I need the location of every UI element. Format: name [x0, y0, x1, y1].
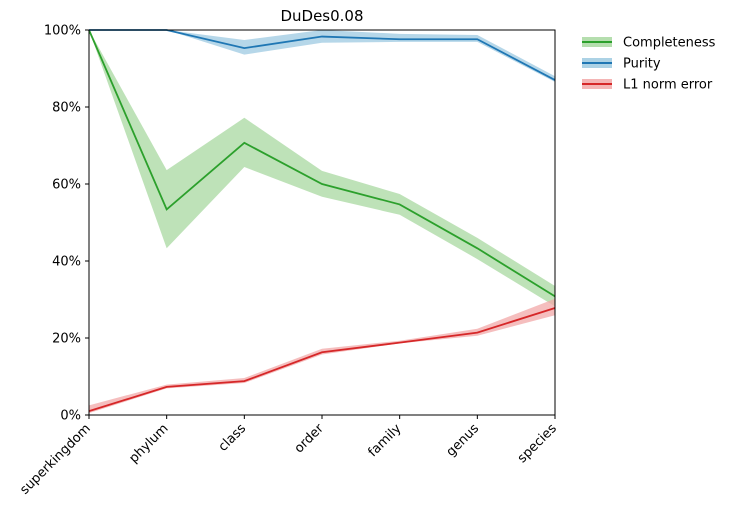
legend: Completeness Purity L1 norm error — [582, 36, 716, 93]
l1-norm-error-line — [88, 307, 556, 413]
legend-label: Purity — [623, 57, 661, 72]
x-tick-label: genus — [444, 421, 483, 460]
confidence-bands — [89, 30, 555, 414]
legend-item-l1-norm-error: L1 norm error — [582, 78, 713, 93]
x-tick-label: phylum — [126, 421, 171, 466]
y-tick-label: 40% — [52, 255, 81, 270]
x-tick-label: family — [366, 421, 405, 460]
y-tick-label: 60% — [52, 178, 81, 193]
y-tick-label: 100% — [44, 24, 81, 39]
legend-item-completeness: Completeness — [582, 36, 716, 51]
legend-label: Completeness — [623, 36, 716, 51]
y-tick-label: 20% — [52, 332, 81, 347]
y-tick-label: 80% — [52, 101, 81, 116]
legend-label: L1 norm error — [623, 78, 713, 93]
completeness-band — [89, 30, 555, 307]
purity-band — [89, 30, 555, 82]
x-tick-label: species — [515, 421, 560, 466]
y-tick-label: 0% — [60, 409, 81, 424]
x-tick-label: order — [292, 421, 328, 457]
x-tick-label: class — [216, 421, 250, 455]
completeness-line — [88, 29, 556, 298]
legend-item-purity: Purity — [582, 57, 661, 72]
chart-title: DuDes0.08 — [280, 7, 363, 25]
x-tick-label: superkingdom — [17, 421, 93, 497]
x-axis: superkingdom phylum class order family genus s… — [17, 415, 560, 498]
l1-norm-error-band — [89, 298, 555, 414]
y-axis: 0% 20% 40% 60% 80% 100% — [44, 24, 89, 424]
